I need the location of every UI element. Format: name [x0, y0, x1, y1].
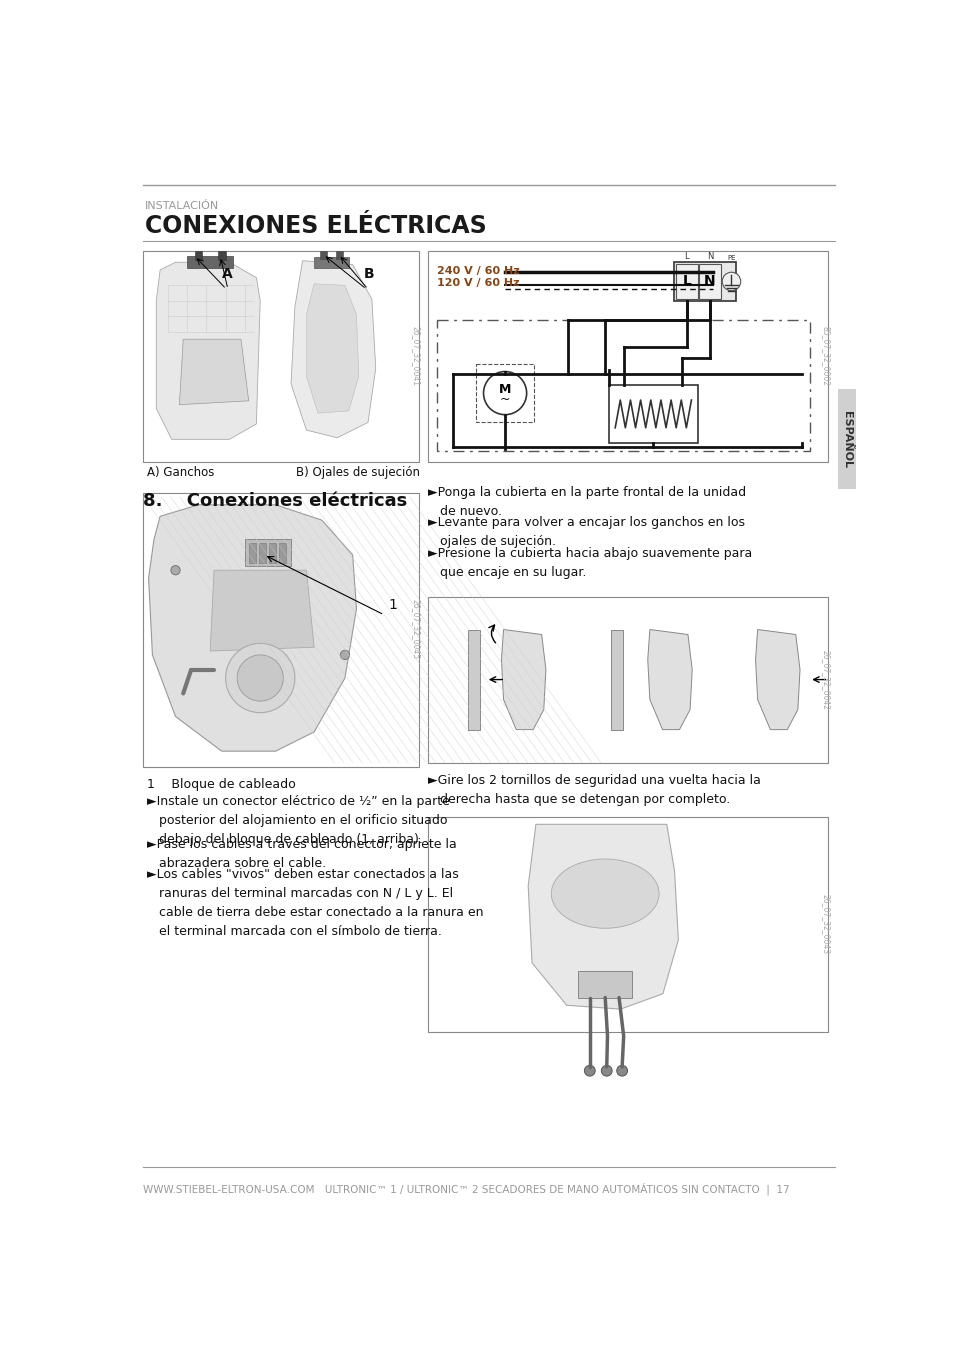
Circle shape: [584, 1066, 595, 1077]
Circle shape: [237, 655, 283, 701]
Text: ►Levante para volver a encajar los ganchos en los
   ojales de sujeción.: ►Levante para volver a encajar los ganch…: [428, 516, 744, 549]
Circle shape: [225, 643, 294, 713]
Text: M: M: [498, 382, 511, 396]
Bar: [428, 251, 827, 462]
Text: L: L: [684, 251, 688, 261]
Text: INSTALACIÓN: INSTALACIÓN: [145, 200, 219, 211]
Text: ►Los cables "vivos" deben estar conectados a las
   ranuras del terminal marcada: ►Los cables "vivos" deben estar conectad…: [147, 869, 483, 938]
Bar: [608, 385, 697, 443]
Bar: [278, 543, 285, 562]
Bar: [468, 630, 480, 730]
Text: ►Presione la cubierta hacia abajo suavemente para
   que encaje en su lugar.: ►Presione la cubierta hacia abajo suavem…: [428, 547, 752, 580]
Text: CONEXIONES ELÉCTRICAS: CONEXIONES ELÉCTRICAS: [145, 215, 486, 239]
Bar: [837, 389, 856, 489]
Text: B) Ojales de sujeción: B) Ojales de sujeción: [296, 466, 420, 480]
Circle shape: [483, 372, 526, 415]
Text: ►Ponga la cubierta en la parte frontal de la unidad
   de nuevo.: ►Ponga la cubierta en la parte frontal d…: [428, 485, 745, 517]
Bar: [245, 539, 291, 566]
Polygon shape: [179, 339, 249, 405]
Text: 26_07_32_0043: 26_07_32_0043: [820, 894, 829, 955]
Circle shape: [616, 1066, 627, 1077]
Bar: [194, 251, 202, 259]
Polygon shape: [501, 630, 545, 730]
Text: WWW.STIEBEL-ELTRON-USA.COM ULTRONIC™ 1 / ULTRONIC™ 2 SECADORES DE MANO AUTOMÁTIC: WWW.STIEBEL-ELTRON-USA.COM ULTRONIC™ 1 /…: [143, 1182, 789, 1194]
Bar: [428, 597, 827, 763]
Bar: [436, 320, 809, 451]
Bar: [320, 251, 327, 259]
Bar: [335, 251, 342, 259]
Polygon shape: [755, 630, 800, 730]
Text: ~: ~: [499, 393, 510, 405]
Text: PE: PE: [726, 255, 735, 261]
Text: N: N: [703, 274, 715, 289]
Circle shape: [340, 650, 349, 659]
Polygon shape: [306, 284, 358, 413]
Bar: [428, 816, 827, 1032]
Bar: [187, 257, 233, 269]
Text: ►Pase los cables a través del conector, apriete la
   abrazadera sobre el cable.: ►Pase los cables a través del conector, …: [147, 838, 456, 870]
Text: A) Ganchos: A) Ganchos: [147, 466, 214, 480]
Text: 1: 1: [388, 597, 396, 612]
Bar: [578, 970, 632, 997]
Text: 26_07_32_0041: 26_07_32_0041: [411, 326, 420, 386]
Bar: [676, 263, 697, 299]
Bar: [249, 543, 255, 562]
Polygon shape: [149, 505, 356, 751]
Polygon shape: [528, 824, 678, 1009]
Bar: [143, 251, 418, 462]
Circle shape: [721, 273, 740, 290]
Ellipse shape: [551, 859, 659, 928]
Circle shape: [600, 1066, 612, 1077]
Polygon shape: [647, 630, 692, 730]
Text: A: A: [221, 266, 233, 281]
Text: 26_07_32_0042: 26_07_32_0042: [820, 650, 829, 709]
Text: ESPAÑOL: ESPAÑOL: [841, 411, 851, 467]
Bar: [476, 363, 534, 423]
Text: L: L: [681, 274, 691, 289]
Text: ►Instale un conector eléctrico de ½” en la parte
   posterior del alojamiento en: ►Instale un conector eléctrico de ½” en …: [147, 794, 450, 846]
Circle shape: [171, 566, 180, 574]
Bar: [258, 543, 265, 562]
Bar: [217, 251, 225, 259]
Text: 85_07_32_0002: 85_07_32_0002: [820, 326, 829, 386]
Text: 8.  Conexiones eléctricas: 8. Conexiones eléctricas: [143, 492, 407, 509]
Bar: [610, 630, 622, 730]
Text: 1  Bloque de cableado: 1 Bloque de cableado: [147, 778, 295, 792]
Text: 240 V / 60 Hz: 240 V / 60 Hz: [436, 266, 519, 276]
Bar: [143, 493, 418, 766]
Text: B: B: [364, 266, 375, 281]
Text: N: N: [706, 251, 712, 261]
Text: ►Gire los 2 tornillos de seguridad una vuelta hacia la
   derecha hasta que se d: ►Gire los 2 tornillos de seguridad una v…: [428, 774, 760, 807]
Text: 26_07_32_0045: 26_07_32_0045: [411, 600, 420, 659]
Bar: [699, 263, 720, 299]
Bar: [674, 262, 736, 301]
Polygon shape: [291, 261, 375, 438]
Text: 120 V / 60 Hz: 120 V / 60 Hz: [436, 278, 519, 288]
Bar: [314, 257, 349, 267]
Bar: [269, 543, 275, 562]
Polygon shape: [210, 570, 314, 651]
Polygon shape: [156, 262, 260, 439]
